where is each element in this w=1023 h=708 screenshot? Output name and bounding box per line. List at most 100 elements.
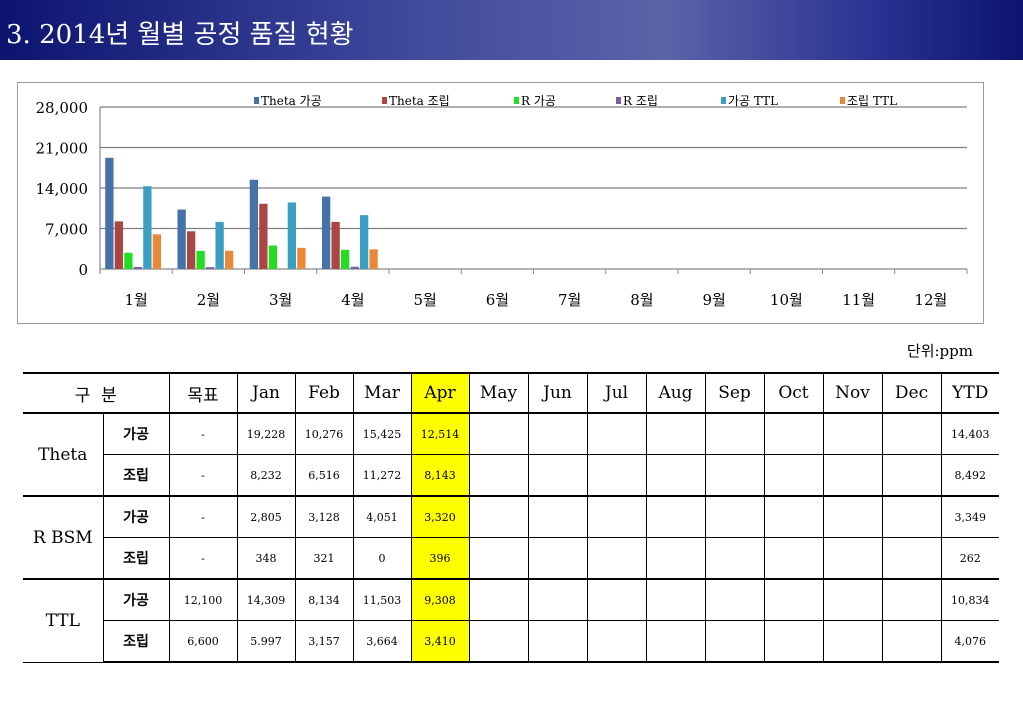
- sub-label: 조립: [102, 537, 170, 580]
- legend-entry: 조립 TTL: [847, 94, 897, 108]
- header-month-nov: Nov: [822, 372, 883, 414]
- sub-label: 가공: [102, 495, 170, 538]
- value-cell: 8,134: [294, 578, 354, 621]
- value-cell: [645, 412, 706, 455]
- value-cell: 14,309: [236, 578, 296, 621]
- group-label: Theta: [23, 412, 104, 497]
- value-cell: 3,320: [410, 495, 470, 538]
- x-tick-label: 12월: [914, 291, 947, 309]
- title-bar: 3. 2014년 월별 공정 품질 현황: [0, 0, 1023, 60]
- value-cell: [468, 412, 529, 455]
- bar: [133, 266, 143, 269]
- bar-chart: 0 7,000 14,000 21,000 28,000 1월 2월 3월 4월 5월 6월 7월 8월…: [36, 94, 968, 309]
- value-cell: 15,425: [352, 412, 412, 455]
- bar: [259, 203, 268, 269]
- value-cell: 12,514: [410, 412, 470, 455]
- ytd-cell: 8,492: [940, 454, 999, 497]
- bar: [331, 221, 340, 269]
- value-cell: [881, 495, 942, 538]
- value-cell: [822, 578, 883, 621]
- bar: [105, 157, 114, 269]
- value-cell: [586, 412, 647, 455]
- legend-entry: R 조립: [623, 94, 658, 108]
- legend-entry: 가공 TTL: [728, 94, 778, 108]
- value-cell: [822, 454, 883, 497]
- sub-label: 가공: [102, 578, 170, 621]
- page-title: 3. 2014년 월별 공정 품질 현황: [6, 20, 354, 50]
- value-cell: [527, 454, 588, 497]
- target-cell: -: [168, 537, 238, 580]
- header-month-jun: Jun: [527, 372, 588, 414]
- x-tick-label: 4월: [341, 291, 364, 309]
- value-cell: 9,308: [410, 578, 470, 621]
- table-row: TTL 가공 12,100 14,309 8,134 11,503 9,308 10,834: [23, 578, 999, 663]
- legend-swatch: [254, 97, 259, 104]
- legend-swatch: [514, 97, 519, 104]
- value-cell: [645, 578, 706, 621]
- value-cell: [645, 537, 706, 580]
- value-cell: [763, 412, 824, 455]
- legend-entry: R 가공: [521, 94, 556, 108]
- value-cell: 321: [294, 537, 354, 580]
- x-tick-label: 10월: [770, 291, 803, 309]
- value-cell: [645, 620, 706, 663]
- value-cell: [881, 454, 942, 497]
- y-tick-label: 21,000: [36, 140, 89, 158]
- x-tick-label: 6월: [486, 291, 509, 309]
- x-tick-label: 3월: [269, 291, 292, 309]
- value-cell: [881, 412, 942, 455]
- header-category: 구 분: [23, 372, 170, 414]
- table-header-row: 구 분 목표 Jan Feb Mar Apr May Jun Jul Aug Sep Oct Nov De…: [23, 372, 999, 414]
- header-month-apr: Apr: [410, 372, 470, 414]
- ytd-cell: 262: [940, 537, 999, 580]
- table-row: 조립 -348 321 0 396 262: [23, 537, 999, 580]
- header-month-jul: Jul: [586, 372, 647, 414]
- table-row: R BSM 가공 -2,805 3,128 4,051 3,320 3,349: [23, 495, 999, 580]
- target-cell: 6,600: [168, 620, 238, 663]
- value-cell: 10,276: [294, 412, 354, 455]
- quality-table: 구 분 목표 Jan Feb Mar Apr May Jun Jul Aug Sep Oct Nov De…: [23, 372, 999, 663]
- header-month-mar: Mar: [352, 372, 412, 414]
- target-cell: -: [168, 454, 238, 497]
- value-cell: [881, 578, 942, 621]
- x-tick-label: 7월: [558, 291, 581, 309]
- x-tick-label: 2월: [197, 291, 220, 309]
- sub-label: 가공: [102, 412, 170, 455]
- bar: [186, 231, 196, 269]
- ytd-cell: 4,076: [940, 620, 999, 663]
- value-cell: [645, 454, 706, 497]
- bar: [224, 250, 234, 269]
- value-cell: [527, 578, 588, 621]
- y-tick-label: 0: [78, 261, 88, 279]
- value-cell: [527, 495, 588, 538]
- bar: [287, 202, 297, 269]
- value-cell: 8,232: [236, 454, 296, 497]
- bar: [143, 186, 152, 269]
- legend-entry: Theta 가공: [261, 94, 322, 108]
- value-cell: [822, 537, 883, 580]
- value-cell: [586, 495, 647, 538]
- y-tick-label: 14,000: [36, 180, 89, 198]
- value-cell: [763, 454, 824, 497]
- value-cell: [763, 537, 824, 580]
- header-month-feb: Feb: [294, 372, 354, 414]
- value-cell: [763, 495, 824, 538]
- x-tick-label: 11월: [842, 291, 875, 309]
- value-cell: [704, 495, 765, 538]
- value-cell: 3,664: [352, 620, 412, 663]
- bar: [268, 245, 278, 269]
- group-label: TTL: [23, 578, 104, 663]
- value-cell: [704, 537, 765, 580]
- bar: [321, 196, 331, 269]
- value-cell: 6,516: [294, 454, 354, 497]
- value-cell: [586, 454, 647, 497]
- bar: [196, 250, 205, 269]
- legend-swatch: [382, 97, 387, 104]
- value-cell: [704, 578, 765, 621]
- value-cell: 11,272: [352, 454, 412, 497]
- target-cell: -: [168, 495, 238, 538]
- value-cell: [881, 537, 942, 580]
- header-ytd: YTD: [940, 372, 999, 414]
- ytd-cell: 10,834: [940, 578, 999, 621]
- value-cell: 3,410: [410, 620, 470, 663]
